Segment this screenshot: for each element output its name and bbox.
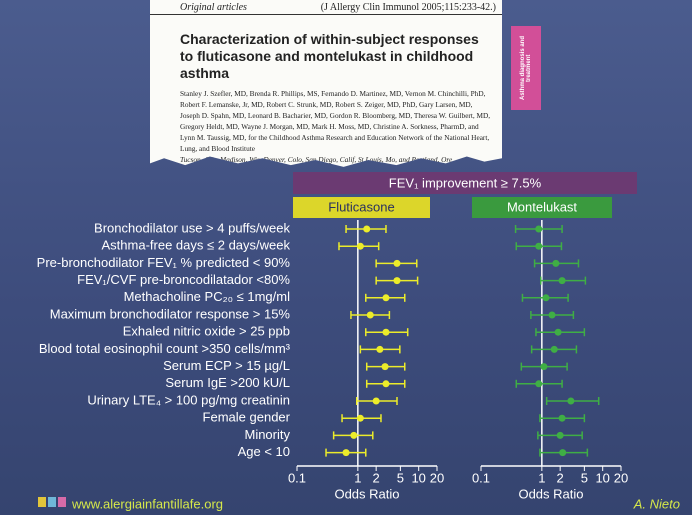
point-estimate (550, 345, 558, 353)
x-tick-label: 10 (411, 470, 425, 485)
x-tick-label: 1 (538, 470, 545, 485)
point-estimate (548, 311, 556, 319)
point-estimate (376, 345, 384, 353)
category-label: Pre-bronchodilator FEV₁ % predicted < 90… (37, 255, 291, 270)
category-label: Age < 10 (238, 444, 290, 459)
x-tick-label: 2 (373, 470, 380, 485)
x-tick-label: 20 (614, 470, 628, 485)
authors: Stanley J. Szefler, MD, Brenda R. Philli… (180, 89, 491, 153)
x-tick-label: 5 (397, 470, 404, 485)
point-estimate (542, 294, 550, 302)
footer-url: www.alergiainfantillafe.org (71, 496, 223, 511)
category-label: Urinary LTE₄ > 100 pg/mg creatinin (87, 392, 290, 407)
x-tick-label: 10 (595, 470, 609, 485)
point-estimate (356, 414, 364, 422)
category-label: Serum ECP > 15 µg/L (163, 358, 290, 373)
point-estimate (382, 294, 390, 302)
point-estimate (535, 380, 543, 388)
category-label: Serum IgE >200 kU/L (165, 375, 290, 390)
point-estimate (366, 311, 374, 319)
panel-title: Fluticasone (328, 199, 394, 214)
point-estimate (381, 363, 389, 371)
point-estimate (363, 225, 371, 233)
point-estimate (535, 242, 543, 250)
category-label: FEV₁/CVF pre-broncodilatador <80% (77, 272, 290, 287)
point-estimate (558, 277, 566, 285)
point-estimate (558, 414, 566, 422)
citation: (J Allergy Clin Immunol 2005;115:233-42.… (320, 2, 496, 13)
category-label: Minority (244, 427, 290, 442)
panel-title: Montelukast (507, 199, 577, 214)
x-tick-label: 1 (354, 470, 361, 485)
point-estimate (393, 277, 401, 285)
x-tick-label: 2 (557, 470, 564, 485)
point-estimate (556, 431, 564, 439)
category-label: Blood total eosinophil count >350 cells/… (39, 341, 291, 356)
x-tick-label: 5 (581, 470, 588, 485)
category-label: Asthma-free days ≤ 2 days/week (102, 238, 291, 253)
header: FEV₁ improvement ≥ 7.5% (389, 175, 542, 190)
point-estimate (342, 449, 350, 457)
x-tick-label: 0.1 (472, 470, 490, 485)
point-estimate (356, 242, 364, 250)
logo (48, 497, 56, 507)
point-estimate (535, 225, 543, 233)
x-axis-label: Odds Ratio (334, 486, 399, 501)
panel-title-bg (293, 197, 430, 218)
category-label: Exhaled nitric oxide > 25 ppb (123, 324, 290, 339)
point-estimate (382, 328, 390, 336)
point-estimate (372, 397, 380, 405)
point-estimate (559, 449, 567, 457)
section: Original articles (180, 2, 247, 13)
article-clipping: Original articles (J Allergy Clin Immunol… (150, 0, 502, 167)
footer-author: A. Nieto (633, 496, 680, 511)
logo (38, 497, 46, 507)
category-label: Female gender (203, 410, 291, 425)
point-estimate (567, 397, 575, 405)
category-label: Methacholine PC₂₀ ≤ 1mg/ml (124, 289, 291, 304)
panel-title-bg (472, 197, 612, 218)
x-tick-label: 0.1 (288, 470, 306, 485)
category-label: Bronchodilator use > 4 puffs/week (94, 220, 290, 235)
point-estimate (393, 259, 401, 267)
x-tick-label: 20 (430, 470, 444, 485)
header-bar (293, 172, 637, 194)
point-estimate (554, 328, 562, 336)
logo (58, 497, 66, 507)
article-title: Characterization of within-subject respo… (180, 31, 479, 81)
point-estimate (350, 431, 358, 439)
point-estimate (540, 363, 548, 371)
x-axis-label: Odds Ratio (518, 486, 583, 501)
category-label: Maximum bronchodilator response > 15% (50, 306, 291, 321)
point-estimate (382, 380, 390, 388)
article-header: Original articles (J Allergy Clin Immunol… (150, 0, 502, 15)
point-estimate (552, 259, 560, 267)
locations: Tucson, Ariz, Madison, Wis, Denver, Colo… (180, 155, 453, 164)
